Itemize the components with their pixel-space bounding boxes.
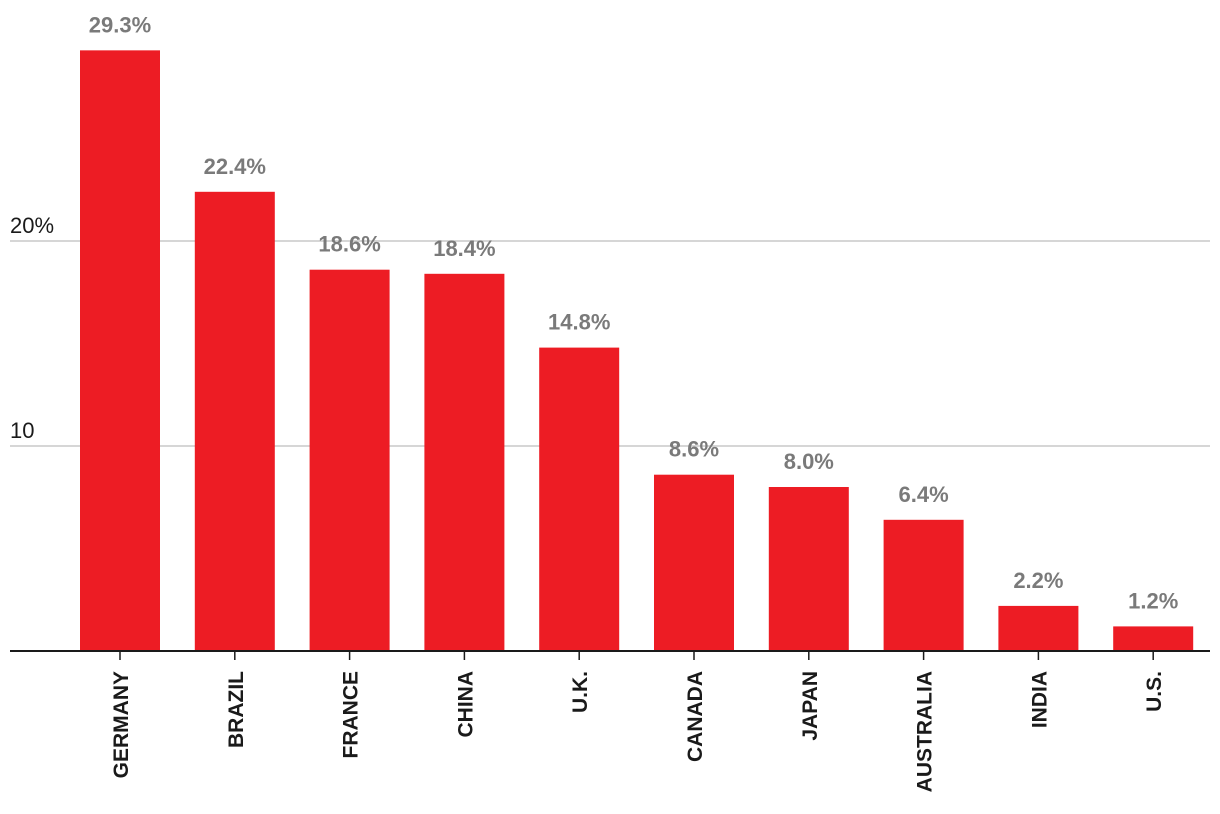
y-tick-label: 10	[10, 418, 34, 443]
bar	[654, 474, 734, 651]
data-label: 22.4%	[204, 154, 266, 179]
category-label: FRANCE	[340, 671, 363, 759]
bar	[1113, 626, 1194, 651]
category-label: U.K.	[569, 671, 592, 713]
y-tick-label: 20%	[10, 213, 54, 238]
data-label: 8.0%	[784, 449, 834, 474]
data-label: 1.2%	[1128, 588, 1178, 613]
bar	[80, 50, 160, 652]
bar	[309, 269, 390, 651]
data-label: 29.3%	[89, 12, 151, 37]
bar	[194, 191, 275, 652]
data-label: 18.4%	[433, 236, 495, 261]
category-label: GERMANY	[110, 671, 133, 778]
bars	[80, 50, 1194, 652]
category-label: INDIA	[1028, 671, 1051, 728]
data-label: 18.6%	[318, 232, 380, 257]
data-label: 14.8%	[548, 310, 610, 335]
data-label: 2.2%	[1013, 568, 1063, 593]
data-label: 6.4%	[899, 482, 949, 507]
category-label: CHINA	[454, 671, 477, 738]
data-label: 8.6%	[669, 437, 719, 462]
bar	[539, 347, 620, 651]
bar	[998, 605, 1079, 651]
labels: 10 20% 29.3% GERMANY 22.4% BRAZIL 18.6% FRANCE 1…	[10, 12, 1178, 792]
category-label: JAPAN	[799, 671, 822, 741]
bar	[424, 273, 505, 651]
category-label: U.S.	[1143, 671, 1166, 712]
category-label: AUSTRALIA	[914, 671, 937, 792]
x-axis	[10, 650, 1210, 660]
bar	[768, 487, 849, 651]
category-label: CANADA	[684, 671, 707, 762]
bar	[883, 519, 964, 651]
category-label: BRAZIL	[225, 671, 248, 748]
